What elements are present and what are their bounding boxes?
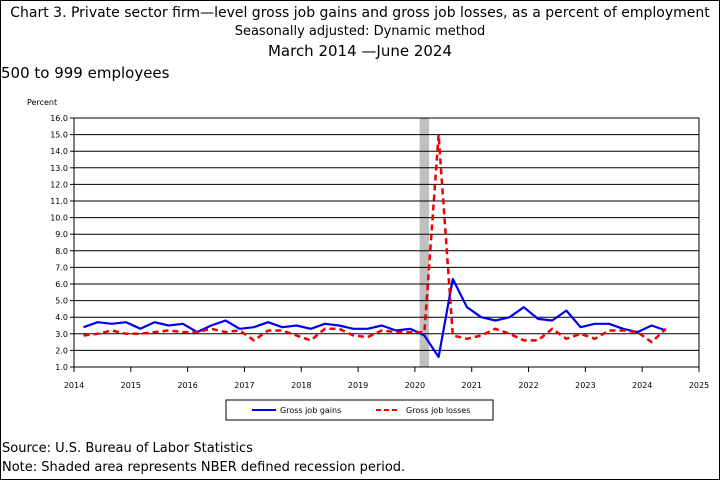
x-tick-label: 2014 bbox=[64, 381, 84, 390]
y-tick-label: 12.0 bbox=[50, 180, 68, 189]
x-tick-label: 2024 bbox=[632, 381, 652, 390]
y-tick-label: 8.0 bbox=[55, 247, 68, 256]
recession-shading bbox=[419, 118, 430, 367]
x-tick-label: 2018 bbox=[291, 381, 311, 390]
legend-box bbox=[225, 399, 494, 421]
y-tick-label: 4.0 bbox=[55, 313, 68, 322]
source-note: Source: U.S. Bureau of Labor Statistics bbox=[2, 441, 253, 456]
y-tick-label: 6.0 bbox=[55, 280, 68, 289]
y-tick-label: 14.0 bbox=[50, 147, 68, 156]
y-tick-label: 15.0 bbox=[50, 131, 68, 140]
y-axis-label: Percent bbox=[27, 98, 58, 107]
x-tick-label: 2016 bbox=[177, 381, 197, 390]
y-tick-label: 11.0 bbox=[50, 197, 68, 206]
y-tick-label: 2.0 bbox=[55, 346, 68, 355]
legend-label: Gross job gains bbox=[280, 406, 341, 415]
x-tick-label: 2020 bbox=[405, 381, 425, 390]
x-tick-label: 2019 bbox=[348, 381, 368, 390]
y-tick-label: 1.0 bbox=[55, 363, 68, 372]
x-tick-label: 2021 bbox=[462, 381, 482, 390]
y-tick-label: 10.0 bbox=[50, 214, 68, 223]
gross-job-losses-line bbox=[83, 133, 667, 344]
y-tick-label: 13.0 bbox=[50, 164, 68, 173]
x-tick-label: 2015 bbox=[121, 381, 141, 390]
chart-title: Chart 3. Private sector firm—level gross… bbox=[10, 5, 710, 21]
legend-label: Gross job losses bbox=[406, 406, 470, 415]
x-tick-label: 2017 bbox=[234, 381, 254, 390]
plot-area-border bbox=[73, 117, 700, 368]
y-tick-label: 7.0 bbox=[55, 263, 68, 272]
y-tick-label: 3.0 bbox=[55, 330, 68, 339]
x-tick-label: 2022 bbox=[518, 381, 538, 390]
x-tick-label: 2025 bbox=[689, 381, 709, 390]
chart-title-adjustment: Seasonally adjusted: Dynamic method bbox=[234, 24, 486, 39]
y-tick-label: 9.0 bbox=[55, 230, 68, 239]
chart-subtitle: 500 to 999 employees bbox=[1, 64, 170, 82]
y-tick-label: 5.0 bbox=[55, 297, 68, 306]
chart-title-period: March 2014 —June 2024 bbox=[267, 42, 453, 60]
y-tick-label: 16.0 bbox=[50, 114, 68, 123]
x-tick-label: 2023 bbox=[575, 381, 595, 390]
gross-job-gains-line bbox=[83, 277, 667, 359]
recession-note: Note: Shaded area represents NBER define… bbox=[2, 460, 406, 475]
